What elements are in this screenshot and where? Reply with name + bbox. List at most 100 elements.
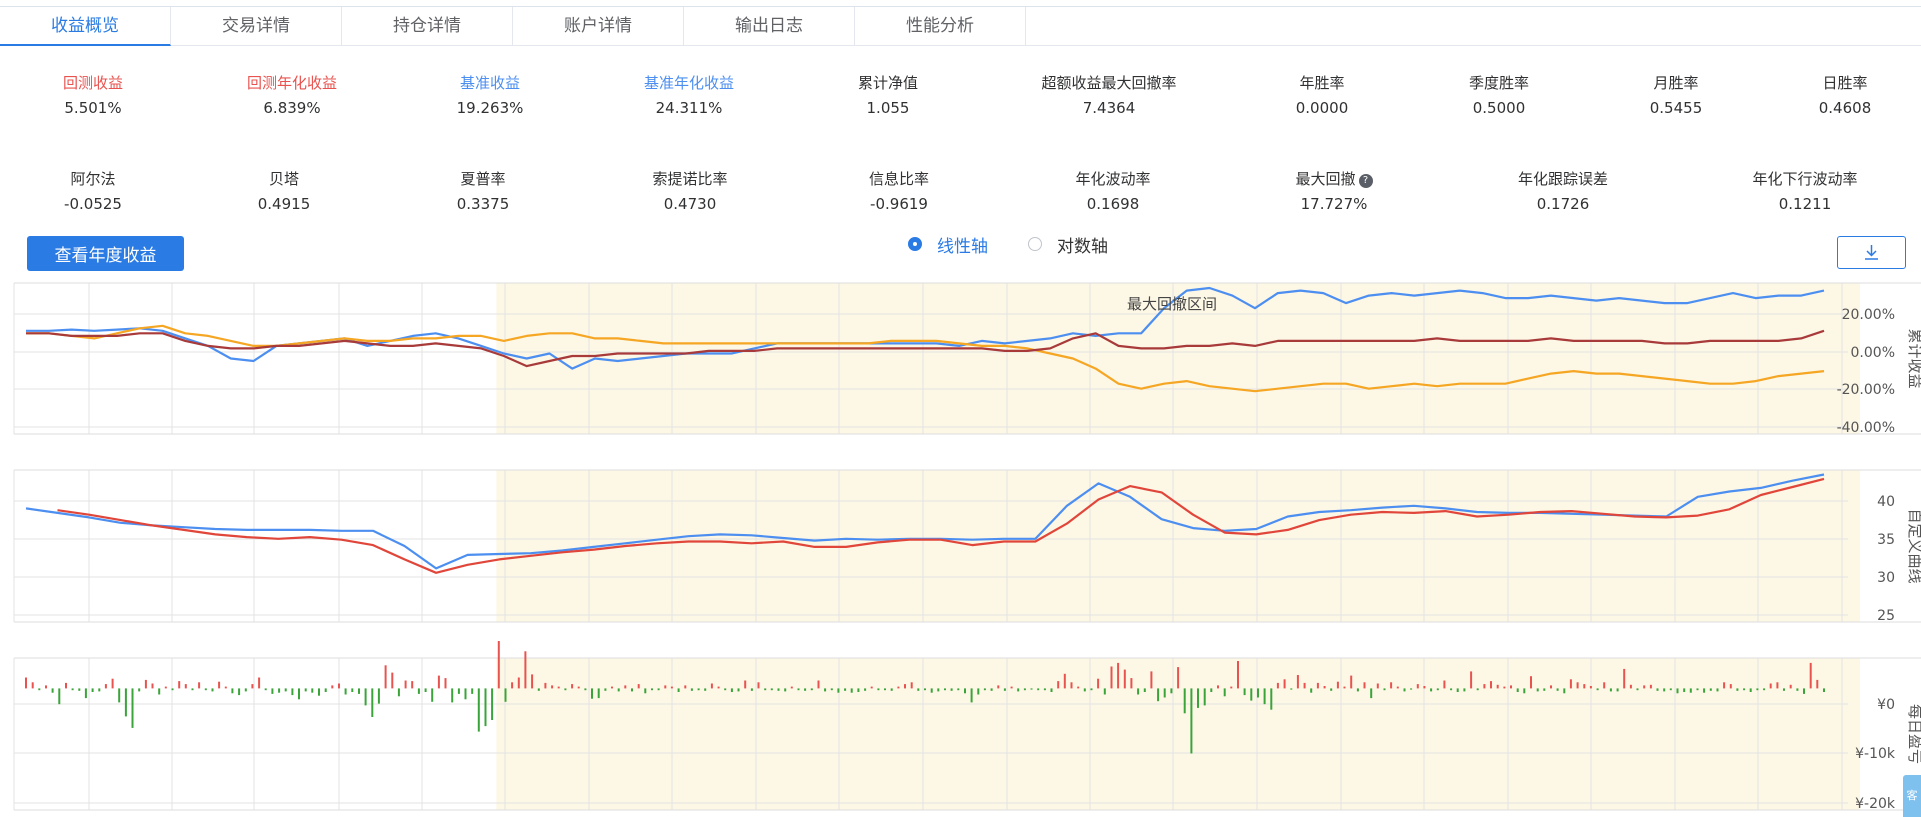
bar xyxy=(983,688,986,691)
radio-unchecked-icon xyxy=(1028,237,1042,251)
series-line-1 xyxy=(26,286,1825,370)
metric-metrics_row2-8: 年化下行波动率 0.1211 xyxy=(1705,168,1905,213)
tab-1[interactable]: 收益概览 xyxy=(0,7,171,46)
bar xyxy=(358,688,360,694)
bar xyxy=(1290,688,1293,690)
bar xyxy=(764,688,767,691)
bar xyxy=(151,683,154,689)
bar xyxy=(238,688,241,696)
tab-5[interactable]: 输出日志 xyxy=(684,7,855,46)
question-icon[interactable]: ? xyxy=(1358,174,1373,188)
bar xyxy=(1117,662,1120,689)
bar xyxy=(1483,684,1486,689)
metric-value: 24.311% xyxy=(655,99,723,117)
metric-metrics_row2-7: 年化跟踪误差 0.1726 xyxy=(1463,168,1663,213)
bar xyxy=(1137,688,1140,695)
bar xyxy=(477,688,480,732)
metric-metrics_row1-9: 日胜率 0.4608 xyxy=(1745,72,1921,117)
bar xyxy=(531,674,534,689)
metric-label: 回测收益 xyxy=(62,74,123,92)
view-yearly-returns-button[interactable]: 查看年度收益 xyxy=(27,236,184,271)
bar xyxy=(1257,688,1259,698)
bar xyxy=(1330,688,1333,691)
bar xyxy=(1057,681,1060,689)
bar xyxy=(318,688,320,696)
bar xyxy=(1536,688,1539,692)
bar xyxy=(1237,661,1239,689)
bar xyxy=(1543,688,1546,691)
bar xyxy=(1656,688,1659,691)
bar xyxy=(710,683,713,689)
metric-value: 0.4608 xyxy=(1818,99,1872,117)
bar xyxy=(471,688,474,694)
log-axis-label: 对数轴 xyxy=(1057,236,1108,257)
metric-metrics_row1-8: 月胜率 0.5455 xyxy=(1576,72,1776,117)
linear-axis-radio[interactable]: 线性轴 xyxy=(908,232,988,257)
bar xyxy=(717,686,720,689)
metric-value: 0.4730 xyxy=(663,195,717,213)
bar xyxy=(890,688,893,691)
bar xyxy=(1123,669,1126,689)
bar xyxy=(670,686,673,689)
bar xyxy=(950,688,953,691)
metric-value: -0.0525 xyxy=(64,195,122,213)
bar xyxy=(1050,688,1053,692)
bar xyxy=(1410,688,1413,690)
bar xyxy=(1643,685,1646,689)
chart-panel-1: 20.00% 0.00% -20.00% -40.00% 累计收益 最大回撤区间 xyxy=(13,282,1921,436)
bar xyxy=(1669,688,1672,691)
bar xyxy=(750,688,753,691)
series-line-1 xyxy=(25,473,1825,570)
metric-metrics_row1-4: 累计净值 1.055 xyxy=(788,72,988,117)
bar xyxy=(504,688,507,702)
tab-6[interactable]: 性能分析 xyxy=(855,7,1026,46)
bar xyxy=(1463,688,1466,692)
bar xyxy=(1716,688,1719,692)
bar xyxy=(577,686,580,689)
bar xyxy=(1163,688,1166,698)
bar xyxy=(1523,688,1526,694)
bar xyxy=(31,682,34,689)
tab-2[interactable]: 交易详情 xyxy=(171,7,342,46)
bar xyxy=(964,688,966,694)
metric-metrics_row1-2: 基准收益 19.263% xyxy=(390,72,590,117)
bar xyxy=(544,682,547,689)
tab-3[interactable]: 持仓详情 xyxy=(342,7,513,46)
bar xyxy=(1157,688,1160,702)
metric-label: 超额收益最大回撤率 xyxy=(1041,74,1177,92)
bar xyxy=(84,688,87,699)
log-axis-radio[interactable]: 对数轴 xyxy=(1028,232,1108,257)
bar xyxy=(218,681,221,689)
series-line-2 xyxy=(26,324,1825,393)
bar xyxy=(1030,688,1033,690)
bar xyxy=(1589,686,1592,689)
series-line-2 xyxy=(57,477,1825,574)
bar xyxy=(597,688,600,699)
bar xyxy=(1783,688,1785,691)
bar xyxy=(571,684,574,689)
bar xyxy=(1450,688,1453,691)
bar xyxy=(1396,686,1399,689)
bar xyxy=(1789,684,1792,689)
bar xyxy=(1296,675,1299,689)
bar xyxy=(118,688,121,703)
tab-4[interactable]: 账户详情 xyxy=(513,7,684,46)
bar xyxy=(930,688,933,693)
bar xyxy=(484,688,487,727)
metric-value: 0.1211 xyxy=(1778,195,1832,213)
bar xyxy=(1636,688,1639,691)
bar xyxy=(1563,688,1566,694)
bar xyxy=(917,688,920,691)
y-tick-label: 0.00% xyxy=(1851,345,1895,361)
bar xyxy=(1037,688,1040,691)
bar xyxy=(1769,683,1772,689)
tab-bar: 收益概览 交易详情 持仓详情 账户详情 输出日志 性能分析 xyxy=(0,6,1921,46)
bar xyxy=(1276,682,1279,689)
bar xyxy=(311,688,314,693)
side-feedback-tab[interactable]: 客 xyxy=(1903,775,1921,817)
bar xyxy=(1303,682,1306,689)
download-button[interactable] xyxy=(1837,236,1906,269)
bar xyxy=(1003,688,1006,691)
y-tick-label: 40 xyxy=(1877,494,1895,510)
bar xyxy=(1370,688,1373,699)
